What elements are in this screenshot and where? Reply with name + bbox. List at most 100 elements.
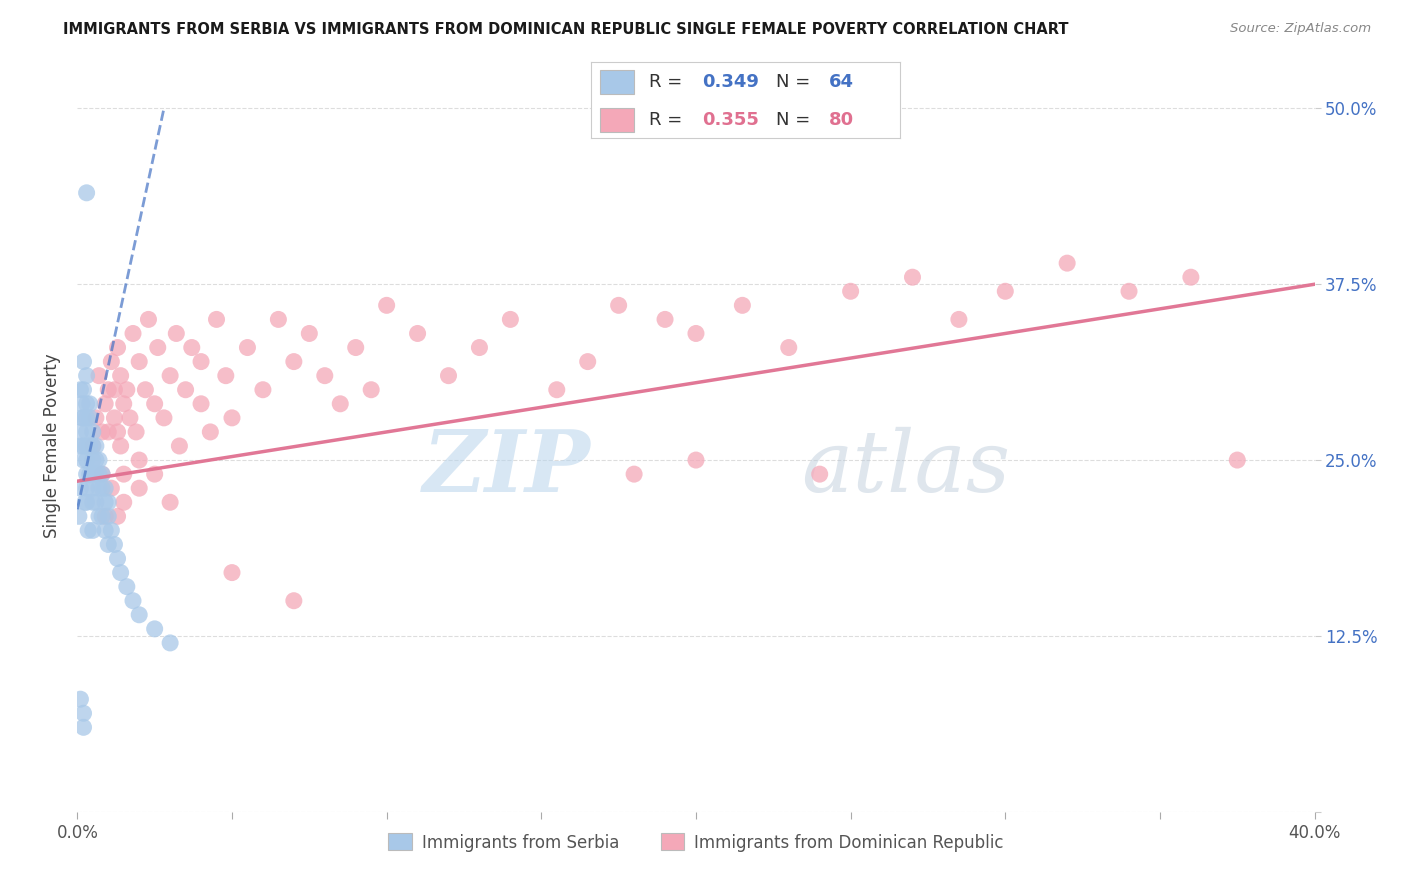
Point xyxy=(115,580,138,594)
Point xyxy=(128,354,150,368)
Point xyxy=(107,341,129,355)
FancyBboxPatch shape xyxy=(600,108,634,132)
Point xyxy=(122,593,145,607)
Point xyxy=(1180,270,1202,285)
Point xyxy=(76,453,98,467)
Point xyxy=(72,706,94,721)
Point xyxy=(84,453,107,467)
Point xyxy=(808,467,831,482)
Point xyxy=(87,481,110,495)
Text: 80: 80 xyxy=(828,112,853,129)
Point xyxy=(70,410,93,425)
Point xyxy=(125,425,148,439)
Point xyxy=(546,383,568,397)
Point xyxy=(76,186,98,200)
Point xyxy=(174,383,197,397)
Point xyxy=(406,326,429,341)
Point xyxy=(205,312,228,326)
Point xyxy=(499,312,522,326)
Point xyxy=(685,453,707,467)
Point xyxy=(437,368,460,383)
Point xyxy=(69,383,91,397)
Point xyxy=(91,467,114,482)
Point xyxy=(76,495,98,509)
Point xyxy=(72,410,94,425)
Point xyxy=(576,354,599,368)
Point xyxy=(69,692,91,706)
Point xyxy=(107,509,129,524)
Point xyxy=(82,495,104,509)
Point xyxy=(190,354,212,368)
Point xyxy=(1056,256,1078,270)
Point xyxy=(91,509,114,524)
Point xyxy=(87,453,110,467)
Text: Source: ZipAtlas.com: Source: ZipAtlas.com xyxy=(1230,22,1371,36)
Point xyxy=(143,467,166,482)
Point xyxy=(79,397,101,411)
Point xyxy=(221,410,243,425)
Text: N =: N = xyxy=(776,73,815,91)
Point xyxy=(134,383,156,397)
Point xyxy=(1118,285,1140,299)
Point xyxy=(314,368,336,383)
Point xyxy=(82,439,104,453)
Point xyxy=(948,312,970,326)
Point xyxy=(94,397,117,411)
Text: IMMIGRANTS FROM SERBIA VS IMMIGRANTS FROM DOMINICAN REPUBLIC SINGLE FEMALE POVER: IMMIGRANTS FROM SERBIA VS IMMIGRANTS FRO… xyxy=(63,22,1069,37)
Point xyxy=(87,467,110,482)
Point xyxy=(79,410,101,425)
Point xyxy=(91,467,114,482)
Point xyxy=(778,341,800,355)
Point xyxy=(159,636,181,650)
Point xyxy=(103,410,125,425)
Point xyxy=(128,481,150,495)
Point xyxy=(97,495,120,509)
Text: R =: R = xyxy=(650,73,689,91)
Point xyxy=(76,425,98,439)
Point xyxy=(97,537,120,551)
Point xyxy=(329,397,352,411)
Point xyxy=(110,566,132,580)
Text: N =: N = xyxy=(776,112,815,129)
Point xyxy=(118,410,141,425)
Point xyxy=(84,495,107,509)
Point xyxy=(128,607,150,622)
Point xyxy=(82,453,104,467)
Point xyxy=(91,481,114,495)
Point xyxy=(97,425,120,439)
Point xyxy=(159,368,181,383)
Text: ZIP: ZIP xyxy=(423,426,591,509)
Point xyxy=(200,425,222,439)
Point xyxy=(110,368,132,383)
Point xyxy=(76,439,98,453)
Point xyxy=(76,397,98,411)
Point xyxy=(82,467,104,482)
Point xyxy=(623,467,645,482)
Point xyxy=(252,383,274,397)
Legend: Immigrants from Serbia, Immigrants from Dominican Republic: Immigrants from Serbia, Immigrants from … xyxy=(381,827,1011,858)
Point xyxy=(84,439,107,453)
Point xyxy=(159,495,181,509)
Point xyxy=(97,509,120,524)
Point xyxy=(901,270,924,285)
Point xyxy=(115,383,138,397)
Point xyxy=(91,425,114,439)
Text: 0.349: 0.349 xyxy=(702,73,759,91)
Point xyxy=(468,341,491,355)
Point xyxy=(75,495,96,509)
Point xyxy=(100,354,122,368)
Point xyxy=(169,439,191,453)
Point xyxy=(1226,453,1249,467)
Point xyxy=(76,481,98,495)
Point xyxy=(69,425,91,439)
Point xyxy=(97,383,120,397)
Point xyxy=(221,566,243,580)
Point xyxy=(79,439,101,453)
Point xyxy=(128,453,150,467)
FancyBboxPatch shape xyxy=(600,70,634,95)
Point xyxy=(110,439,132,453)
Point xyxy=(76,410,98,425)
Point xyxy=(607,298,630,312)
Point xyxy=(84,467,107,482)
Point xyxy=(994,285,1017,299)
